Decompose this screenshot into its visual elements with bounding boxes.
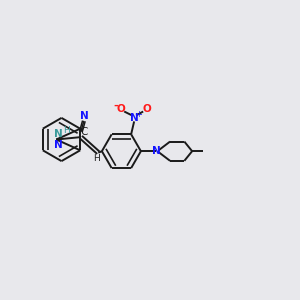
- Text: -: -: [113, 101, 118, 111]
- Text: O: O: [116, 104, 125, 114]
- Text: N: N: [54, 129, 63, 139]
- Text: H: H: [93, 154, 100, 163]
- Text: C: C: [80, 127, 88, 137]
- Text: N: N: [130, 113, 139, 123]
- Text: N: N: [152, 146, 161, 156]
- Text: H: H: [64, 126, 70, 135]
- Text: +: +: [136, 110, 142, 119]
- Text: N: N: [80, 111, 88, 122]
- Text: O: O: [142, 104, 151, 114]
- Text: N: N: [54, 140, 63, 151]
